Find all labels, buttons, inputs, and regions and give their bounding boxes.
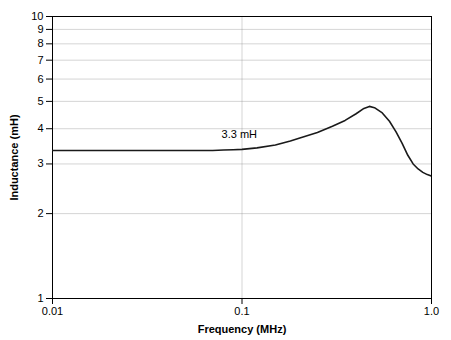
svg-text:3: 3 <box>37 157 43 169</box>
svg-text:5: 5 <box>37 95 43 107</box>
svg-text:2: 2 <box>37 207 43 219</box>
svg-text:3.3 mH: 3.3 mH <box>222 128 258 140</box>
svg-text:1: 1 <box>37 292 43 304</box>
svg-text:8: 8 <box>37 37 43 49</box>
svg-text:4: 4 <box>37 122 43 134</box>
svg-text:6: 6 <box>37 73 43 85</box>
svg-text:7: 7 <box>37 54 43 66</box>
svg-text:10: 10 <box>31 10 43 22</box>
svg-text:Inductance (mH): Inductance (mH) <box>8 114 20 201</box>
svg-text:9: 9 <box>37 23 43 35</box>
svg-text:0.01: 0.01 <box>42 305 63 317</box>
svg-text:Frequency (MHz): Frequency (MHz) <box>198 323 287 335</box>
svg-text:1.0: 1.0 <box>424 305 439 317</box>
svg-text:0.1: 0.1 <box>234 305 249 317</box>
